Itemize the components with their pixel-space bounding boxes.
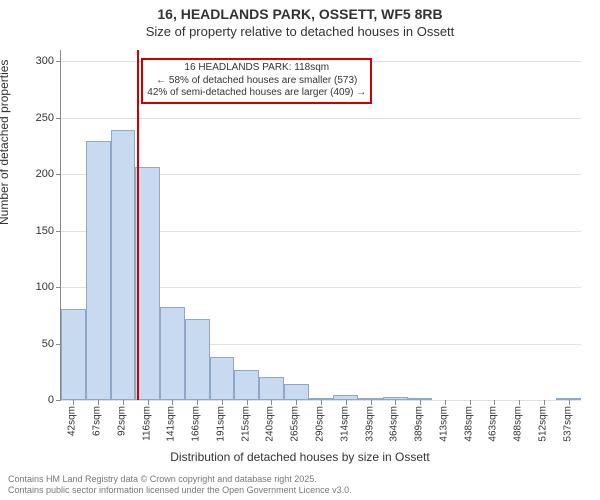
xtick-label: 67sqm [92,406,103,436]
xtick-mark [544,400,545,405]
xtick-label: 438sqm [463,406,474,442]
ytick-mark [56,174,61,175]
xtick-mark [197,400,198,405]
x-axis-label: Distribution of detached houses by size … [0,450,600,464]
xtick-label: 215sqm [240,406,251,442]
xtick-label: 166sqm [191,406,202,442]
xtick-label: 240sqm [265,406,276,442]
ytick-mark [56,118,61,119]
histogram-bar [259,377,284,400]
xtick-mark [445,400,446,405]
histogram-bar [185,319,210,400]
xtick-mark [222,400,223,405]
xtick-mark [395,400,396,405]
ytick-label: 50 [14,338,54,350]
xtick-mark [470,400,471,405]
xtick-label: 537sqm [562,406,573,442]
reference-line [137,50,139,400]
xtick-label: 92sqm [116,406,127,436]
xtick-mark [247,400,248,405]
attribution-line: Contains HM Land Registry data © Crown c… [8,474,352,485]
xtick-label: 413sqm [438,406,449,442]
callout-line: 42% of semi-detached houses are larger (… [147,87,366,100]
attribution-text: Contains HM Land Registry data © Crown c… [8,474,352,496]
xtick-label: 364sqm [389,406,400,442]
histogram-bar [234,370,259,400]
xtick-label: 463sqm [488,406,499,442]
histogram-bar [61,309,86,400]
ytick-label: 300 [14,55,54,67]
xtick-mark [321,400,322,405]
ytick-mark [56,231,61,232]
ytick-label: 200 [14,168,54,180]
xtick-mark [494,400,495,405]
xtick-label: 290sqm [315,406,326,442]
xtick-label: 141sqm [166,406,177,442]
xtick-mark [148,400,149,405]
xtick-label: 191sqm [215,406,226,442]
xtick-label: 512sqm [537,406,548,442]
xtick-label: 314sqm [339,406,350,442]
xtick-mark [371,400,372,405]
chart-subtitle: Size of property relative to detached ho… [0,24,600,39]
xtick-mark [98,400,99,405]
chart-title: 16, HEADLANDS PARK, OSSETT, WF5 8RB [0,6,600,22]
histogram-bar [160,307,185,400]
xtick-mark [569,400,570,405]
xtick-label: 389sqm [414,406,425,442]
ytick-mark [56,61,61,62]
xtick-mark [73,400,74,405]
chart-container: 16, HEADLANDS PARK, OSSETT, WF5 8RB Size… [0,0,600,500]
y-axis-label: Number of detached properties [0,60,11,225]
xtick-mark [420,400,421,405]
ytick-label: 250 [14,112,54,124]
ytick-label: 0 [14,394,54,406]
histogram-bar [210,357,235,400]
callout-line: 16 HEADLANDS PARK: 118sqm [147,62,366,75]
xtick-mark [346,400,347,405]
ytick-label: 100 [14,281,54,293]
ytick-mark [56,287,61,288]
callout-box: 16 HEADLANDS PARK: 118sqm← 58% of detach… [141,58,372,104]
xtick-label: 116sqm [141,406,152,441]
histogram-bar [86,141,111,400]
ytick-mark [56,400,61,401]
xtick-label: 42sqm [67,406,78,436]
xtick-label: 488sqm [513,406,524,442]
xtick-mark [296,400,297,405]
histogram-bar [111,130,136,400]
xtick-mark [172,400,173,405]
xtick-label: 339sqm [364,406,375,442]
histogram-bar [284,384,309,400]
xtick-mark [271,400,272,405]
xtick-mark [519,400,520,405]
ytick-label: 150 [14,225,54,237]
xtick-label: 265sqm [290,406,301,442]
xtick-mark [123,400,124,405]
attribution-line: Contains public sector information licen… [8,485,352,496]
callout-line: ← 58% of detached houses are smaller (57… [147,75,366,88]
plot-area: 16 HEADLANDS PARK: 118sqm← 58% of detach… [60,50,581,401]
